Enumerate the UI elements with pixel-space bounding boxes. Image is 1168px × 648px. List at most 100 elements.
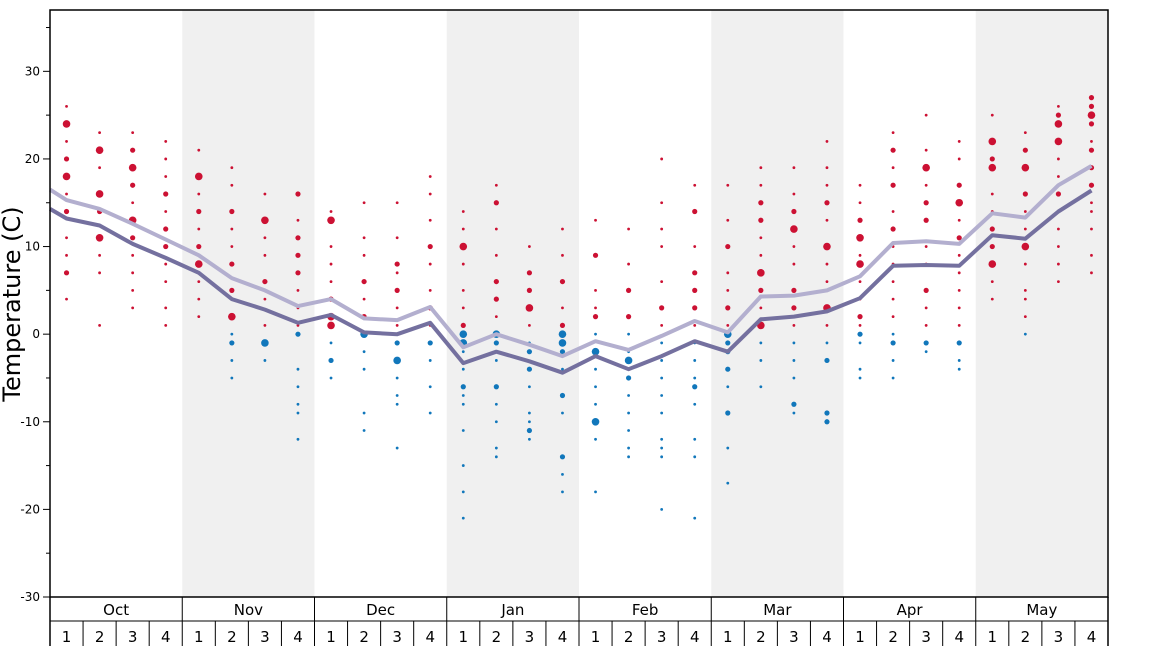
week-label: 2: [756, 628, 766, 646]
sample-point: [461, 464, 465, 467]
series-line: [48, 188, 1093, 375]
sample-point: [263, 236, 267, 240]
sample-point: [988, 163, 997, 172]
sample-point: [725, 366, 731, 372]
sample-point: [791, 401, 797, 407]
sample-point: [660, 341, 664, 345]
sample-point: [824, 357, 830, 364]
sample-point: [1055, 191, 1062, 197]
sample-point: [627, 455, 630, 459]
week-label: 3: [921, 628, 931, 646]
x-axis: Oct 1 2 3 4 Nov 1 2 3 4 Dec 1 2 3 4 Jan 1 2 3 4 Feb 1 2 3 4 Mar 1 2…: [49, 597, 1109, 646]
sample-point: [296, 288, 300, 292]
sample-point: [295, 191, 301, 197]
sample-point: [824, 200, 830, 206]
sample-point: [65, 297, 68, 301]
sample-point: [296, 367, 300, 371]
sample-point: [758, 217, 764, 223]
sample-point: [395, 306, 399, 310]
sample-point: [558, 339, 567, 347]
sample-point: [825, 280, 829, 283]
sample-point: [395, 324, 399, 327]
week-label: 3: [260, 628, 270, 646]
sample-point: [230, 359, 234, 362]
sample-point: [461, 490, 465, 494]
sample-point: [759, 306, 763, 310]
sample-point: [65, 104, 68, 108]
sample-point: [725, 410, 731, 416]
sample-point: [459, 242, 468, 251]
sample-point: [196, 208, 202, 215]
sample-point: [758, 200, 764, 206]
sample-point: [660, 359, 664, 362]
week-label: 1: [591, 628, 601, 646]
sample-point: [428, 262, 432, 266]
sample-point: [395, 236, 399, 240]
sample-point: [296, 437, 300, 441]
sample-point: [528, 385, 531, 389]
sample-point: [362, 253, 366, 257]
week-label: 1: [459, 628, 469, 646]
sample-point: [726, 183, 730, 187]
sample-point: [1023, 262, 1027, 266]
month-band: [711, 10, 844, 597]
sample-point: [1090, 201, 1093, 205]
sample-point: [1023, 332, 1027, 336]
sample-point: [924, 350, 928, 354]
sample-point: [1088, 95, 1095, 101]
sample-point: [924, 306, 928, 310]
week-label: 1: [723, 628, 733, 646]
sample-point: [759, 183, 763, 187]
sample-point: [989, 226, 995, 232]
sample-point: [725, 340, 731, 346]
sample-point: [1090, 271, 1093, 275]
sample-point: [891, 332, 895, 336]
sample-point: [228, 312, 236, 321]
sample-point: [461, 210, 465, 213]
sample-point: [1021, 163, 1030, 172]
sample-point: [594, 306, 597, 310]
sample-point: [230, 245, 234, 248]
month-background-bands: [182, 10, 1108, 597]
sample-point: [131, 201, 135, 205]
sample-point: [990, 113, 994, 117]
sample-point: [130, 235, 136, 241]
sample-point: [525, 304, 534, 312]
sample-point: [164, 262, 168, 266]
sample-point: [592, 252, 599, 258]
sample-point: [692, 287, 698, 293]
sample-point: [197, 227, 201, 231]
sample-point: [494, 455, 498, 459]
sample-point: [295, 252, 301, 258]
sample-point: [660, 507, 664, 511]
sample-point: [857, 217, 863, 223]
sample-point: [494, 183, 498, 187]
sample-point: [459, 330, 468, 338]
y-tick-label: -30: [20, 590, 40, 604]
sample-point: [559, 349, 566, 355]
sample-point: [923, 287, 929, 293]
y-axis-label: Temperature (C): [0, 206, 26, 402]
sample-point: [461, 262, 465, 266]
sample-point: [95, 146, 104, 154]
sample-point: [461, 402, 465, 406]
month-label: Feb: [632, 601, 659, 619]
sample-point: [526, 270, 533, 276]
sample-point: [591, 417, 600, 426]
sample-point: [627, 332, 630, 336]
sample-point: [891, 376, 895, 380]
sample-point: [194, 260, 203, 268]
month-label: Dec: [366, 601, 395, 619]
sample-point: [660, 446, 664, 450]
week-label: 1: [326, 628, 336, 646]
sample-point: [1088, 147, 1095, 153]
sample-point: [1023, 131, 1027, 135]
sample-point: [759, 359, 763, 362]
sample-point: [296, 324, 300, 327]
sample-point: [428, 385, 432, 389]
sample-point: [428, 288, 432, 292]
sample-point: [726, 324, 730, 327]
month-band: [975, 10, 1108, 597]
sample-point: [726, 385, 730, 389]
sample-point: [989, 243, 995, 250]
